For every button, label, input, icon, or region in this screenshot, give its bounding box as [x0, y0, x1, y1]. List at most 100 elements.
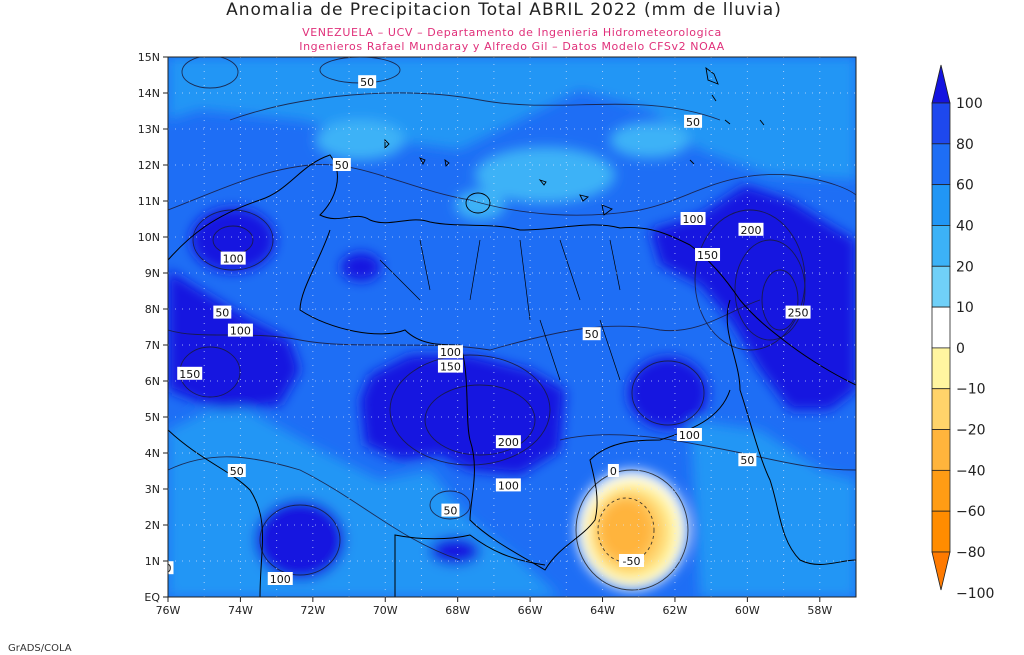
contour-label: 150: [440, 361, 461, 374]
coastline: [168, 154, 856, 386]
lat-tick-label: 10N: [138, 231, 160, 244]
lat-tick-label: 1N: [145, 555, 160, 568]
anomaly-zone-100: [650, 185, 856, 410]
lon-tick-label: 70W: [373, 604, 398, 617]
lat-tick-label: EQ: [144, 591, 160, 604]
contour-label: 50: [686, 116, 700, 129]
lon-tick-label: 72W: [300, 604, 325, 617]
colorbar-swatch: [931, 225, 951, 267]
lat-tick-label: 13N: [138, 123, 160, 136]
lat-tick-label: 15N: [138, 51, 160, 64]
contour-label-box: [267, 572, 293, 585]
contour-label-box: [582, 327, 601, 341]
contour-lines: [168, 57, 856, 591]
contour-label: 50: [360, 76, 374, 89]
lat-tick-label: 2N: [145, 519, 160, 532]
contour-label: -50: [623, 555, 641, 568]
lon-tick-label: 62W: [663, 604, 688, 617]
colorbar-max-arrow: [931, 64, 951, 104]
lat-tick-label: 11N: [138, 195, 160, 208]
anomaly-zone-20: [455, 190, 505, 220]
map-title: Anomalia de Precipitacion Total ABRIL 20…: [226, 0, 782, 20]
anomaly-zone-100: [341, 253, 381, 281]
anomaly-zone-20: [315, 120, 405, 160]
contour-label: 50: [740, 454, 754, 467]
lon-tick-label: 66W: [518, 604, 543, 617]
contour-label-box: [607, 464, 619, 477]
state-boundaries: [379, 239, 621, 381]
colorbar-swatch: [931, 102, 951, 145]
lon-tick-label: 68W: [445, 604, 470, 617]
lat-tick-label: 3N: [145, 483, 160, 496]
contour-label-box: [738, 453, 757, 467]
lat-tick-label: 5N: [145, 411, 160, 424]
grads-credit: GrADS/COLA: [8, 643, 72, 654]
contour-label-box: [213, 305, 232, 319]
colorbar-label: 40: [956, 218, 974, 234]
contour-label: 150: [697, 249, 718, 262]
contour-label: 50: [230, 465, 244, 478]
lat-tick-label: 14N: [138, 87, 160, 100]
colorbar-swatch: [931, 143, 951, 186]
colorbar-swatch: [931, 184, 951, 226]
colorbar-swatch: [931, 265, 951, 308]
brazil-border: [394, 534, 546, 597]
anomaly-zone-100: [430, 537, 480, 565]
lat-tick-label: 4N: [145, 447, 160, 460]
colorbar-swatch: [931, 388, 951, 430]
contour-label: 200: [498, 436, 519, 449]
contour-label-box: [695, 248, 721, 261]
contour-label: 0: [165, 562, 172, 575]
contour-label: 100: [683, 213, 704, 226]
subtitle-line-2: Ingenieros Rafael Mundaray y Alfredo Gil…: [299, 40, 725, 53]
political-boundaries: [168, 154, 856, 597]
colorbar-label: −10: [956, 382, 986, 398]
contour-label-box: [495, 478, 521, 492]
contour-label: 100: [230, 325, 251, 338]
subtitle-line-1: VENEZUELA – UCV – Departamento de Ingeni…: [302, 26, 722, 39]
colorbar-swatch: [931, 469, 951, 512]
contour-label-box: [220, 251, 246, 265]
colorbar-swatch: [931, 510, 951, 553]
colorbar-label: −40: [956, 463, 986, 479]
anomaly-zone-20: [475, 147, 615, 203]
anomaly-zone-100: [628, 357, 708, 429]
lat-tick-label: 7N: [145, 339, 160, 352]
lat-tick-label: 12N: [138, 159, 160, 172]
lon-tick-label: 64W: [590, 604, 615, 617]
anomaly-zone-100: [255, 500, 345, 580]
contour-label-box: [684, 114, 703, 128]
contour-label-box: [332, 158, 351, 171]
colorbar-swatch: [931, 429, 951, 471]
colorbar-min-arrow: [931, 551, 951, 591]
contour-label-box: [437, 345, 463, 359]
colorbar-label: 0: [956, 341, 965, 357]
lat-tick-label: 8N: [145, 303, 160, 316]
contour-label-box: [618, 554, 644, 567]
lon-tick-label: 74W: [228, 604, 253, 617]
lat-tick-label: 9N: [145, 267, 160, 280]
contour-label: 100: [223, 253, 244, 266]
contour-label: 50: [443, 505, 457, 518]
venezuela-colombia-border: [299, 229, 731, 571]
contour-label-box: [495, 435, 521, 449]
contour-label: 50: [215, 307, 229, 320]
colorbar-label: −80: [956, 545, 986, 561]
contour-label-box: [168, 561, 174, 575]
colorbar-swatch: [931, 306, 951, 349]
lon-tick-label: 60W: [735, 604, 760, 617]
colorbar-label: 80: [956, 137, 974, 153]
colorbar-label: 60: [956, 178, 974, 194]
lat-tick-label: 6N: [145, 375, 160, 388]
contour-label-box: [227, 323, 253, 337]
contour-label: 100: [679, 429, 700, 442]
colorbar-swatch: [931, 347, 951, 390]
contour-label: 250: [788, 307, 809, 320]
colorbar-label: −60: [956, 504, 986, 520]
anomaly-zone-20: [610, 122, 690, 158]
anomaly-zone-40: [690, 420, 856, 597]
guyana-border: [726, 299, 856, 565]
